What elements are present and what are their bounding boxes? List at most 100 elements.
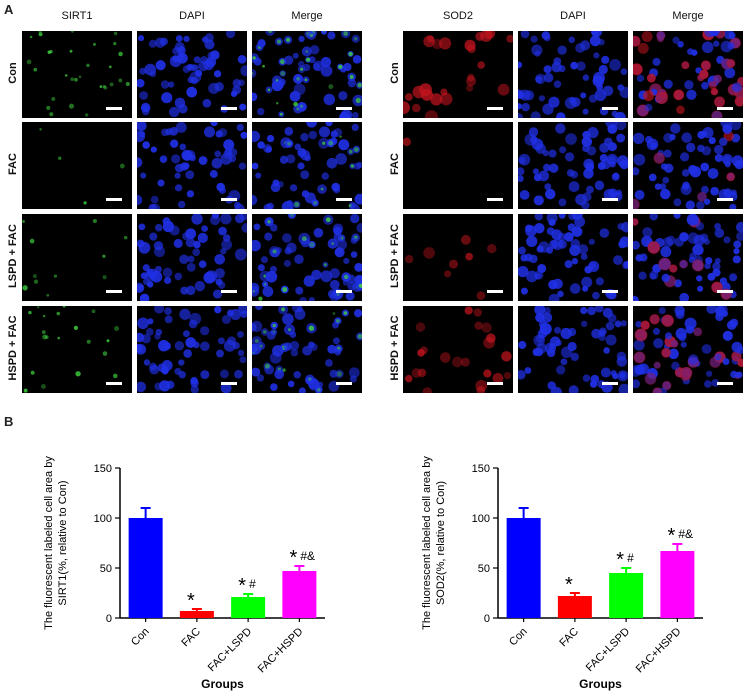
- significance-marker: #&: [300, 549, 315, 563]
- bar-fac: [179, 611, 214, 618]
- left_micro-row-label: LSPD + FAC: [7, 224, 19, 288]
- x-axis-title: Groups: [579, 677, 622, 691]
- right_micro-row-label: FAC: [389, 153, 401, 175]
- x-tick-label: Con: [507, 626, 530, 649]
- scale-bar: [487, 290, 503, 293]
- left_micro-row-label: Con: [7, 62, 19, 84]
- bar-con: [506, 518, 541, 618]
- y-tick-label: 150: [94, 463, 112, 475]
- y-tick-label: 0: [484, 613, 490, 625]
- y-tick-label: 0: [106, 613, 112, 625]
- bar-fac-hspd: [282, 571, 317, 618]
- scale-bar: [717, 107, 733, 110]
- x-tick-label: FAC+HSPD: [256, 626, 306, 676]
- left_micro-column-header: DAPI: [179, 10, 205, 22]
- right_micro-micrograph-tile: [633, 214, 743, 301]
- right_micro-micrograph-tile: [518, 31, 628, 118]
- left_micro-micrograph-tile: [22, 31, 132, 118]
- scale-bar: [602, 290, 618, 293]
- x-tick-label: FAC+HSPD: [634, 626, 684, 676]
- significance-star: *: [565, 574, 573, 596]
- scale-bar: [717, 382, 733, 385]
- scale-bar: [221, 382, 237, 385]
- y-axis-title-line: The fluorescent labeled cell area by: [421, 456, 433, 630]
- y-tick-label: 50: [100, 563, 112, 575]
- scale-bar: [336, 290, 352, 293]
- left_micro-micrograph-tile: [252, 122, 362, 209]
- right_micro-row-label: Con: [389, 62, 401, 84]
- bar-fac-hspd: [660, 551, 695, 618]
- x-tick-label: FAC: [179, 626, 203, 650]
- right_micro-micrograph-tile: [518, 214, 628, 301]
- right_micro-column-header: DAPI: [560, 10, 586, 22]
- significance-star: *: [238, 575, 246, 597]
- scale-bar: [221, 107, 237, 110]
- right_micro-micrograph-tile: [633, 31, 743, 118]
- right_micro-row-label: HSPD + FAC: [389, 315, 401, 381]
- y-axis-title-line: The fluorescent labeled cell area by: [43, 456, 55, 630]
- right_micro-micrograph-tile: [518, 122, 628, 209]
- scale-bar: [717, 198, 733, 201]
- significance-marker: #: [627, 551, 634, 565]
- scale-bar: [106, 290, 122, 293]
- significance-star: *: [289, 547, 297, 569]
- y-tick-label: 150: [472, 463, 490, 475]
- bar-con: [128, 518, 163, 618]
- scale-bar: [602, 107, 618, 110]
- scale-bar: [717, 290, 733, 293]
- left_micro-micrograph-tile: [252, 31, 362, 118]
- right_micro-micrograph-tile: [518, 306, 628, 393]
- right_micro-micrograph-tile: [403, 122, 513, 209]
- right_micro-micrograph-tile: [403, 214, 513, 301]
- left_micro-micrograph-tile: [252, 306, 362, 393]
- scale-bar: [221, 290, 237, 293]
- left_micro-micrograph-tile: [22, 306, 132, 393]
- x-tick-label: Con: [129, 626, 152, 649]
- left_micro-micrograph-tile: [137, 214, 247, 301]
- scale-bar: [336, 198, 352, 201]
- y-tick-label: 100: [472, 513, 490, 525]
- scale-bar: [106, 382, 122, 385]
- panel-a-label: A: [4, 2, 14, 17]
- right_micro-micrograph-tile: [403, 306, 513, 393]
- significance-star: *: [667, 525, 675, 547]
- left_micro-micrograph-tile: [252, 214, 362, 301]
- left_micro-row-label: FAC: [7, 153, 19, 175]
- bar-fac-lspd: [609, 573, 644, 618]
- bar-fac-lspd: [231, 597, 266, 618]
- left_micro-column-header: SIRT1: [61, 10, 93, 22]
- x-axis-title: Groups: [201, 677, 244, 691]
- bar-fac: [557, 596, 592, 618]
- x-tick-label: FAC+LSPD: [584, 626, 633, 675]
- significance-marker: #&: [678, 527, 693, 541]
- left_micro-row-label: HSPD + FAC: [7, 315, 19, 381]
- left_micro-micrograph-tile: [137, 306, 247, 393]
- scale-bar: [487, 198, 503, 201]
- scale-bar: [487, 107, 503, 110]
- left_micro-column-header: Merge: [291, 10, 323, 22]
- x-tick-label: FAC: [557, 626, 581, 650]
- significance-star: *: [616, 549, 624, 571]
- y-axis-title-line: SOD2(%, relative to Con): [435, 481, 447, 605]
- x-tick-label: FAC+LSPD: [206, 626, 255, 675]
- right_micro-row-label: LSPD + FAC: [389, 224, 401, 288]
- scale-bar: [106, 198, 122, 201]
- left_micro-micrograph-tile: [137, 122, 247, 209]
- y-tick-label: 50: [478, 563, 490, 575]
- left_micro-micrograph-tile: [22, 214, 132, 301]
- scale-bar: [336, 382, 352, 385]
- left_micro-micrograph-tile: [137, 31, 247, 118]
- right_micro-micrograph-tile: [633, 306, 743, 393]
- scale-bar: [602, 382, 618, 385]
- right_micro-micrograph-tile: [403, 31, 513, 118]
- y-axis-title-line: SIRT1(%, relative to Con): [57, 480, 69, 605]
- right_micro-column-header: Merge: [672, 10, 704, 22]
- scale-bar: [336, 107, 352, 110]
- scale-bar: [487, 382, 503, 385]
- significance-star: *: [187, 590, 195, 612]
- left_micro-micrograph-tile: [22, 122, 132, 209]
- right_micro-column-header: SOD2: [443, 10, 473, 22]
- right_micro-micrograph-tile: [633, 122, 743, 209]
